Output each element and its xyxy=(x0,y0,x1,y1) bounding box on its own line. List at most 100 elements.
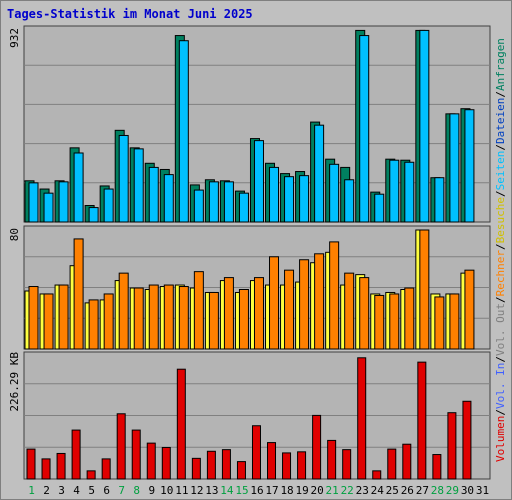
x-axis-label-day-12: 12 xyxy=(190,484,203,497)
x-axis-label-day-21: 21 xyxy=(326,484,339,497)
bar-rechner-day-25 xyxy=(389,293,400,350)
x-axis-label-day-18: 18 xyxy=(280,484,293,497)
bar-seiten-day-7 xyxy=(118,134,129,223)
x-axis-label-day-31: 31 xyxy=(476,484,489,497)
bar-volumen-day-26 xyxy=(402,443,412,480)
x-axis-label-day-4: 4 xyxy=(73,484,80,497)
x-axis-label-day-29: 29 xyxy=(446,484,459,497)
bar-rechner-day-2 xyxy=(43,293,54,350)
bar-seiten-day-6 xyxy=(103,188,114,223)
x-axis-label-day-8: 8 xyxy=(133,484,140,497)
bar-volumen-day-30 xyxy=(462,400,472,480)
x-axis-label-day-2: 2 xyxy=(43,484,50,497)
bar-rechner-day-21 xyxy=(329,241,340,350)
x-axis-label-day-10: 10 xyxy=(160,484,173,497)
bar-rechner-day-22 xyxy=(344,272,355,350)
bar-seiten-day-10 xyxy=(163,174,174,223)
legend-entry-13: / xyxy=(494,91,507,98)
bar-rechner-day-11 xyxy=(178,286,189,350)
bar-rechner-day-5 xyxy=(88,299,99,350)
bar-seiten-day-15 xyxy=(238,192,249,223)
bar-seiten-day-19 xyxy=(299,175,310,223)
bar-volumen-day-8 xyxy=(131,429,141,480)
bar-rechner-day-16 xyxy=(253,277,264,350)
bar-volumen-day-4 xyxy=(71,429,81,480)
bar-seiten-day-24 xyxy=(374,193,385,223)
bar-volumen-day-14 xyxy=(221,449,231,480)
bar-seiten-day-5 xyxy=(88,207,99,223)
bar-volumen-day-29 xyxy=(447,412,457,480)
bar-volumen-day-19 xyxy=(297,451,307,480)
right-legend: Volumen/Vol. In/Vol. Out/Rechner/Besuche… xyxy=(494,38,507,462)
bar-rechner-day-19 xyxy=(299,259,310,350)
legend-entry-8: Besuche xyxy=(494,197,507,243)
x-axis-label-day-9: 9 xyxy=(148,484,155,497)
bar-volumen-day-9 xyxy=(146,442,156,480)
bar-rechner-day-29 xyxy=(449,293,460,350)
bar-volumen-day-6 xyxy=(101,458,111,480)
legend-entry-5: / xyxy=(494,296,507,303)
bar-volumen-day-21 xyxy=(327,439,337,480)
x-axis-label-day-5: 5 xyxy=(88,484,95,497)
legend-entry-0: Volumen xyxy=(494,416,507,462)
x-axis-label-day-7: 7 xyxy=(118,484,125,497)
bar-volumen-day-22 xyxy=(342,449,352,480)
bar-seiten-day-2 xyxy=(43,192,54,223)
bar-volumen-day-3 xyxy=(56,452,66,480)
bar-seiten-day-22 xyxy=(344,179,355,223)
x-axis-label-day-11: 11 xyxy=(175,484,188,497)
x-axis-label-day-23: 23 xyxy=(356,484,369,497)
legend-entry-12: Dateien xyxy=(494,98,507,144)
bar-rechner-day-17 xyxy=(269,256,280,350)
bar-seiten-day-27 xyxy=(419,29,430,223)
bar-rechner-day-10 xyxy=(163,284,174,350)
legend-entry-1: / xyxy=(494,409,507,416)
bar-volumen-day-27 xyxy=(417,361,427,480)
bar-rechner-day-30 xyxy=(464,269,475,350)
bar-volumen-day-23 xyxy=(357,357,367,480)
bar-volumen-day-17 xyxy=(267,442,277,480)
bar-rechner-day-24 xyxy=(374,294,385,350)
bar-seiten-day-28 xyxy=(434,177,445,223)
bar-rechner-day-1 xyxy=(28,286,39,350)
legend-entry-11: / xyxy=(494,144,507,151)
bar-volumen-day-24 xyxy=(372,470,382,480)
x-axis-label-day-24: 24 xyxy=(371,484,385,497)
bar-rechner-day-6 xyxy=(103,293,114,350)
bar-volumen-day-1 xyxy=(26,448,36,480)
x-axis-label-day-1: 1 xyxy=(28,484,35,497)
bar-seiten-day-12 xyxy=(193,189,204,223)
bar-seiten-day-17 xyxy=(269,166,280,223)
bar-volumen-day-13 xyxy=(206,450,216,480)
bar-seiten-day-13 xyxy=(208,181,219,223)
x-axis-label-day-19: 19 xyxy=(295,484,308,497)
x-axis-label-day-28: 28 xyxy=(431,484,444,497)
bar-rechner-day-12 xyxy=(193,271,204,350)
bar-seiten-day-1 xyxy=(28,182,39,223)
y-max-label-panel-1: 80 xyxy=(8,228,21,241)
legend-entry-10: Seiten xyxy=(494,151,507,191)
legend-entry-9: / xyxy=(494,190,507,197)
legend-entry-4: Vol. Out xyxy=(494,303,507,356)
bar-volumen-day-2 xyxy=(41,458,51,480)
bar-rechner-day-26 xyxy=(404,287,415,350)
x-axis-label-day-20: 20 xyxy=(311,484,324,497)
bar-rechner-day-3 xyxy=(58,284,69,350)
chart-title: Tages-Statistik im Monat Juni 2025 xyxy=(7,7,253,21)
bar-rechner-day-14 xyxy=(223,277,234,350)
bar-seiten-day-3 xyxy=(58,181,69,223)
bar-seiten-day-8 xyxy=(133,148,144,223)
x-axis-label-day-16: 16 xyxy=(250,484,263,497)
bar-volumen-day-15 xyxy=(236,461,246,480)
x-axis-label-day-15: 15 xyxy=(235,484,248,497)
bar-seiten-day-4 xyxy=(73,152,84,223)
bar-rechner-day-20 xyxy=(314,253,325,350)
x-axis-label-day-26: 26 xyxy=(401,484,414,497)
x-axis-label-day-6: 6 xyxy=(103,484,110,497)
bar-seiten-day-9 xyxy=(148,166,159,223)
x-axis-label-day-25: 25 xyxy=(386,484,399,497)
bar-seiten-day-23 xyxy=(359,35,370,223)
bar-seiten-day-20 xyxy=(314,124,325,223)
x-axis-label-day-22: 22 xyxy=(341,484,354,497)
